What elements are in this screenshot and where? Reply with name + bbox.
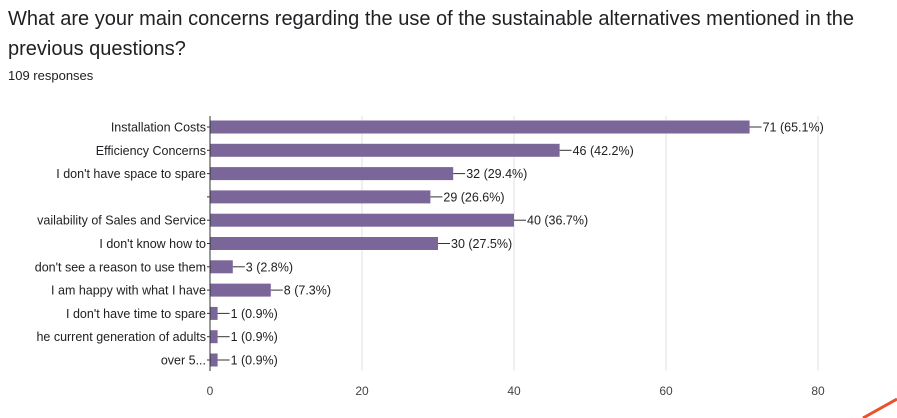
- bar: [210, 213, 514, 227]
- data-label: 3 (2.8%): [246, 260, 293, 274]
- bar: [210, 306, 218, 320]
- bar: [210, 353, 218, 367]
- bar-series: [210, 120, 750, 367]
- data-label: 1 (0.9%): [231, 354, 278, 368]
- x-tick-label: 60: [659, 384, 673, 398]
- category-labels: Installation Costs Efficiency Concerns I d…: [35, 121, 210, 368]
- data-label: 46 (42.2%): [573, 144, 634, 158]
- bar: [210, 330, 218, 344]
- x-tick-label: 40: [507, 384, 521, 398]
- data-labels: 71 (65.1%) 46 (42.2%) 32 (29.4%) 29 (26.6%)…: [217, 121, 824, 368]
- category-label: I don't have time to spare: [66, 307, 206, 321]
- x-axis-ticks: 0 20 40 60 80: [207, 384, 825, 398]
- x-tick-label: 0: [207, 384, 214, 398]
- x-tick-label: 80: [811, 384, 825, 398]
- category-label: over 5...: [161, 354, 206, 368]
- bar: [210, 260, 233, 274]
- bar: [210, 143, 560, 157]
- response-count: 109 responses: [8, 68, 94, 83]
- category-label: I don't have space to spare: [56, 167, 206, 181]
- data-label: 40 (36.7%): [527, 214, 588, 228]
- category-label: I don't know how to: [99, 237, 206, 251]
- data-label: 8 (7.3%): [284, 284, 331, 298]
- category-label: he current generation of adults: [36, 330, 206, 344]
- data-label: 30 (27.5%): [451, 237, 512, 251]
- category-label: Efficiency Concerns: [96, 144, 206, 158]
- bar: [210, 237, 438, 250]
- bar: [210, 283, 271, 297]
- data-label: 1 (0.9%): [231, 330, 278, 344]
- data-label: 71 (65.1%): [763, 121, 824, 135]
- category-label: I am happy with what I have: [51, 284, 206, 298]
- corner-accent-mark: [862, 397, 897, 418]
- bar: [210, 167, 454, 181]
- question-title: What are your main concerns regarding th…: [8, 8, 855, 60]
- bar: [210, 190, 431, 204]
- x-tick-label: 20: [355, 384, 369, 398]
- category-label: Installation Costs: [111, 121, 206, 135]
- category-label: vailability of Sales and Service: [37, 214, 206, 228]
- category-label: don't see a reason to use them: [35, 260, 206, 274]
- data-label: 29 (26.6%): [443, 190, 504, 204]
- data-label: 1 (0.9%): [231, 307, 278, 321]
- bar: [210, 120, 750, 134]
- data-label: 32 (29.4%): [466, 167, 527, 181]
